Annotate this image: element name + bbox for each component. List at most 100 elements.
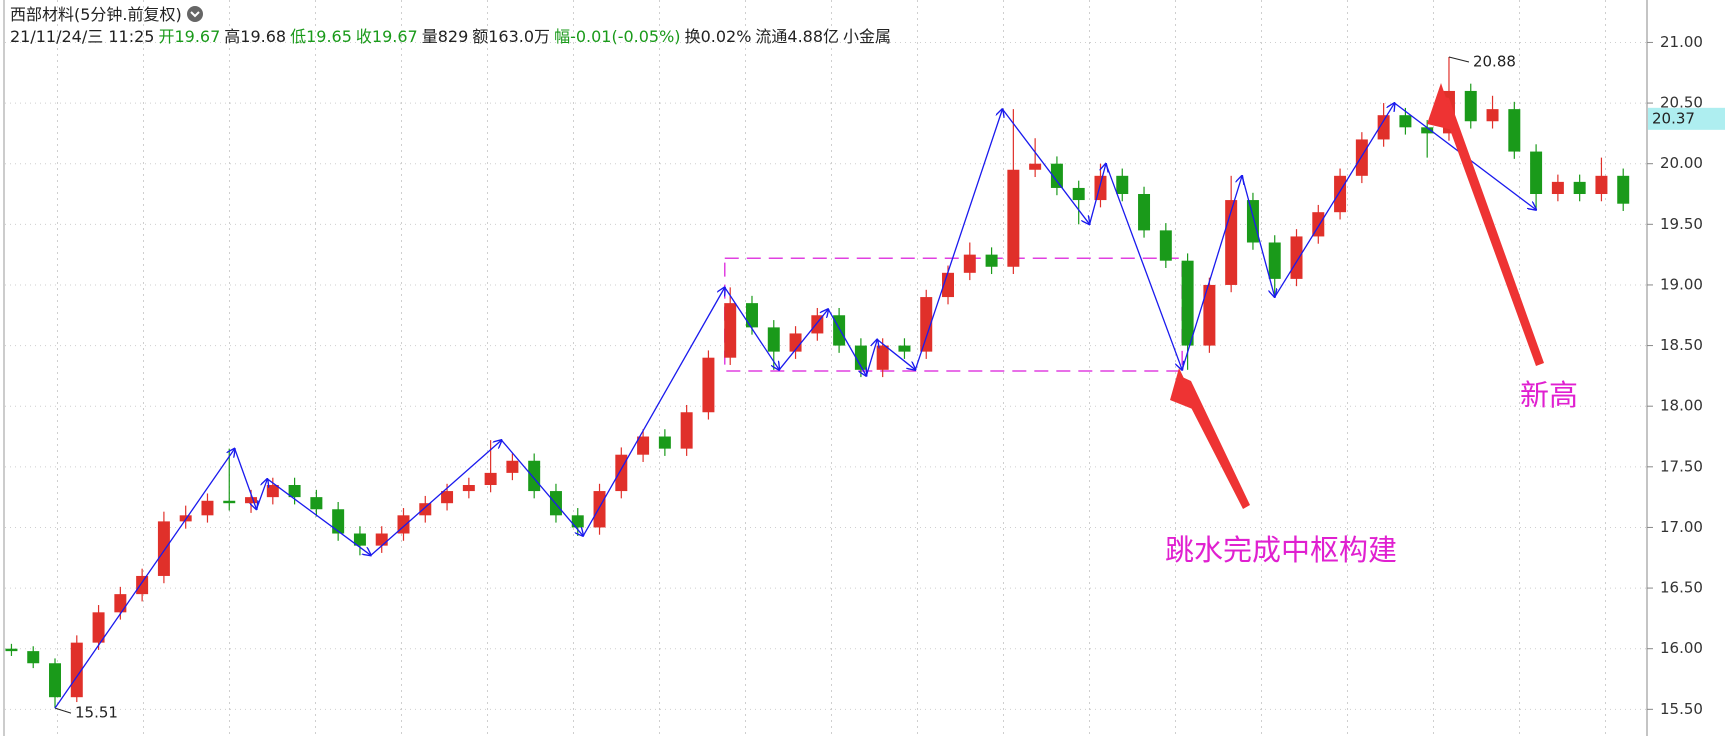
candle-body: [637, 436, 650, 455]
candle-body: [746, 303, 758, 328]
candle-body: [811, 315, 824, 334]
candle-body: [963, 254, 976, 273]
y-tick-label: 16.00: [1660, 639, 1703, 657]
candle-body: [528, 460, 541, 492]
candle-body: [1421, 127, 1434, 134]
candle-body: [419, 503, 432, 516]
stroke-segment: [876, 338, 915, 370]
candle-body: [658, 436, 671, 449]
candle-body: [767, 327, 780, 352]
stock-title: 西部材料(5分钟.前复权): [10, 5, 182, 24]
candle-body: [833, 315, 846, 346]
candle-body: [1399, 115, 1412, 128]
stroke-segment: [1105, 163, 1182, 370]
candle-body: [1355, 139, 1368, 176]
stroke-segment: [1088, 164, 1106, 225]
candle-body: [1464, 90, 1477, 122]
candle-body: [1072, 187, 1085, 201]
arrow: [1440, 96, 1544, 366]
info-item: 流通4.88亿: [755, 27, 840, 46]
candle-body: [288, 485, 301, 498]
info-item: 量829: [421, 27, 469, 46]
y-tick-label: 20.00: [1660, 154, 1703, 172]
candle-body: [1050, 163, 1063, 188]
vertical-grid: [4, 0, 1647, 736]
candle-body: [854, 345, 867, 370]
candle-body: [1312, 212, 1325, 237]
info-item: 开19.67: [158, 27, 221, 46]
stroke-segment: [865, 340, 877, 377]
candle-body: [332, 509, 345, 534]
info-item: 换0.02%: [684, 27, 752, 46]
candle-body: [1508, 109, 1521, 152]
candle-body: [92, 612, 105, 643]
y-tick-label: 17.50: [1660, 457, 1703, 475]
candle-body: [942, 272, 955, 298]
low-label: 15.51: [75, 704, 118, 722]
y-tick-label: 19.00: [1660, 275, 1703, 293]
annotation: 跳水完成中枢构建: [1165, 533, 1397, 567]
candle-body: [724, 303, 737, 358]
candle-body: [1290, 236, 1303, 279]
candle-body: [1246, 200, 1259, 243]
info-item: 幅-0.01(-0.05%): [554, 27, 681, 46]
candle-body: [571, 515, 584, 528]
candle-body: [5, 648, 18, 652]
stroke-segment: [266, 478, 370, 555]
candle-body: [1029, 163, 1042, 170]
candle-body: [506, 460, 519, 473]
candle-body: [1268, 242, 1281, 279]
candle-body: [1573, 181, 1586, 195]
candle-body: [223, 500, 236, 504]
stroke-segment: [54, 449, 235, 709]
high-pointer: [1448, 56, 1470, 63]
info-item: 低19.65: [290, 27, 352, 46]
candle-body: [1551, 181, 1564, 195]
candle-body: [920, 297, 933, 352]
candle-body: [985, 254, 998, 267]
info-item: 额163.0万: [472, 27, 551, 46]
stroke-segment: [827, 308, 866, 376]
candle-body: [702, 357, 715, 413]
candle-body: [1530, 151, 1543, 195]
candle-body: [1116, 175, 1129, 195]
candle-body: [114, 594, 127, 613]
y-tick-label: 15.50: [1660, 700, 1703, 718]
candle-body: [201, 500, 214, 516]
candle-body: [1094, 175, 1107, 201]
stroke-segment: [914, 109, 1002, 371]
price-tag: 20.37: [1652, 109, 1695, 127]
y-tick-label: 20.50: [1660, 94, 1703, 112]
stroke-segment: [234, 448, 257, 510]
stroke-segment: [1241, 175, 1275, 297]
stroke-segment: [724, 287, 779, 369]
candle-body: [1377, 115, 1390, 140]
high-label: 20.88: [1473, 52, 1516, 70]
candle-body: [789, 333, 802, 352]
candle-body: [615, 454, 628, 492]
y-tick-label: 16.50: [1660, 579, 1703, 597]
arrow-head: [1427, 83, 1457, 131]
candle-body: [310, 497, 323, 510]
candle-body: [1486, 109, 1499, 122]
candle-body: [1225, 200, 1238, 285]
y-tick-label: 21.00: [1660, 33, 1703, 51]
candle-body: [375, 533, 388, 546]
stroke-segment: [501, 439, 584, 536]
candle-body: [397, 515, 410, 534]
candle-body: [245, 497, 258, 504]
candle-body: [1159, 230, 1172, 261]
candle-body: [49, 663, 61, 698]
candle-body: [1203, 284, 1216, 346]
dropdown-icon[interactable]: [186, 5, 204, 23]
info-item: 21/11/24/三 11:25: [10, 27, 155, 46]
candle-body: [898, 345, 911, 352]
candle-body: [1334, 175, 1347, 213]
info-item: 小金属: [843, 27, 892, 46]
y-tick-label: 17.00: [1660, 518, 1703, 536]
candle-body: [136, 575, 149, 595]
header: 西部材料(5分钟.前复权) 21/11/24/三 11:25 开19.67 高19.…: [10, 4, 895, 48]
candle-body: [1617, 175, 1630, 204]
